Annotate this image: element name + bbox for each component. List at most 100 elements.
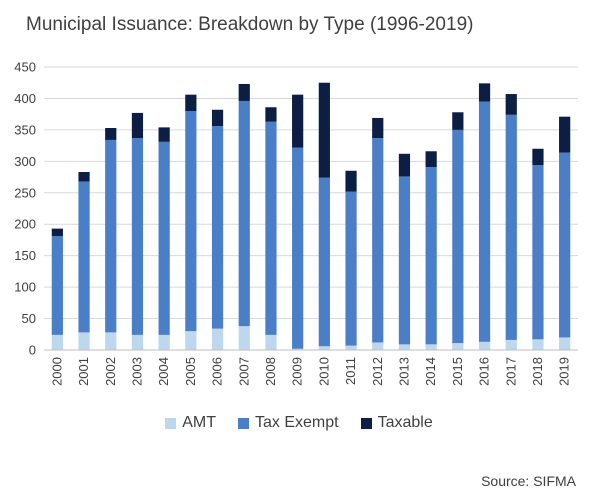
bar-segment-amt bbox=[105, 332, 117, 350]
x-tick-label: 2012 bbox=[370, 357, 385, 386]
bar-segment-taxable bbox=[292, 94, 304, 148]
bar-segment-taxable bbox=[211, 109, 224, 127]
x-tick-label: 2019 bbox=[557, 357, 572, 386]
bar-segment-taxable bbox=[51, 228, 63, 237]
bar-segment-amt bbox=[265, 334, 277, 350]
y-tick-label: 300 bbox=[14, 154, 36, 169]
bar-segment-amt bbox=[505, 339, 517, 350]
bar-segment-taxable bbox=[452, 112, 464, 130]
bar-segment-amt bbox=[425, 344, 437, 350]
bar-segment-amt bbox=[452, 343, 464, 350]
bar-segment-amt bbox=[478, 341, 491, 350]
bar-segment-tax-exempt bbox=[372, 138, 384, 343]
x-tick-label: 2003 bbox=[129, 357, 144, 386]
bar-segment-taxable bbox=[185, 94, 197, 112]
gridlines bbox=[44, 66, 578, 320]
bar-segment-tax-exempt bbox=[505, 114, 517, 340]
bar-segment-taxable bbox=[398, 153, 411, 177]
x-tick-label: 2017 bbox=[503, 357, 518, 386]
x-tick-label: 2009 bbox=[290, 357, 305, 386]
bar-segment-tax-exempt bbox=[345, 191, 357, 346]
bar-segment-tax-exempt bbox=[318, 177, 330, 347]
y-tick-label: 450 bbox=[14, 60, 36, 75]
legend: AMT Tax Exempt Taxable bbox=[0, 414, 598, 432]
x-tick-label: 2010 bbox=[316, 357, 331, 386]
x-tick-label: 2016 bbox=[477, 357, 492, 386]
bar-segment-tax-exempt bbox=[185, 111, 197, 332]
bar-segment-taxable bbox=[345, 170, 357, 192]
y-tick-label: 350 bbox=[14, 122, 36, 137]
x-tick-label: 2002 bbox=[103, 357, 118, 386]
x-tick-label: 2005 bbox=[183, 357, 198, 386]
bar-segment-tax-exempt bbox=[559, 152, 571, 338]
bar-segment-tax-exempt bbox=[425, 166, 437, 345]
x-tick-label: 2013 bbox=[396, 357, 411, 386]
y-tick-label: 0 bbox=[29, 343, 36, 358]
bar-segment-taxable bbox=[372, 117, 384, 139]
axes: 0 50 100 150 200 250 300 350 400 450 2000 2001 2002 2… bbox=[14, 60, 578, 386]
legend-item-taxable: Taxable bbox=[360, 414, 433, 432]
bar-segment-tax-exempt bbox=[265, 121, 277, 335]
bar-segment-taxable bbox=[238, 83, 250, 101]
bar-segment-taxable bbox=[505, 94, 517, 115]
bar-segment-amt bbox=[532, 339, 544, 350]
bar-segment-amt bbox=[131, 334, 144, 350]
bar-segment-taxable bbox=[265, 107, 277, 122]
legend-swatch-taxable bbox=[360, 417, 372, 429]
bar-segment-tax-exempt bbox=[158, 141, 170, 335]
bar-segment-tax-exempt bbox=[51, 236, 63, 335]
y-tick-label: 50 bbox=[22, 311, 36, 326]
bar-segment-tax-exempt bbox=[238, 100, 250, 327]
legend-item-tax-exempt: Tax Exempt bbox=[238, 414, 339, 432]
bar-segment-tax-exempt bbox=[211, 126, 224, 329]
bar-segment-taxable bbox=[532, 148, 544, 166]
x-tick-label: 2008 bbox=[263, 357, 278, 386]
bar-segment-taxable bbox=[78, 172, 90, 182]
bar-segment-taxable bbox=[131, 112, 144, 139]
bar-segment-tax-exempt bbox=[532, 165, 544, 340]
bar-segment-amt bbox=[185, 331, 197, 350]
bar-segment-tax-exempt bbox=[78, 181, 90, 333]
bar-segment-taxable bbox=[425, 151, 437, 167]
bar-segment-taxable bbox=[105, 128, 117, 140]
bar-segment-amt bbox=[238, 326, 250, 350]
bar-segment-tax-exempt bbox=[452, 129, 464, 344]
y-tick-label: 100 bbox=[14, 280, 36, 295]
legend-label-taxable: Taxable bbox=[377, 414, 433, 431]
x-tick-label: 2000 bbox=[49, 357, 64, 386]
bar-segment-tax-exempt bbox=[478, 101, 491, 342]
x-tick-label: 2004 bbox=[156, 357, 171, 386]
source-note: Source: SIFMA bbox=[481, 473, 576, 489]
bar-segment-tax-exempt bbox=[398, 176, 411, 345]
legend-swatch-amt bbox=[165, 417, 177, 429]
bar-segment-tax-exempt bbox=[292, 147, 304, 349]
bar-segment-taxable bbox=[318, 82, 330, 178]
chart-title: Municipal Issuance: Breakdown by Type (1… bbox=[26, 14, 474, 35]
bar-segment-tax-exempt bbox=[131, 138, 144, 335]
legend-swatch-tax-exempt bbox=[238, 417, 250, 429]
bar-segment-amt bbox=[51, 334, 63, 350]
bar-segment-amt bbox=[211, 328, 224, 350]
x-tick-label: 2011 bbox=[343, 357, 358, 385]
bar-segment-amt bbox=[318, 346, 330, 350]
legend-label-amt: AMT bbox=[182, 414, 217, 431]
legend-label-tax-exempt: Tax Exempt bbox=[255, 414, 339, 431]
y-tick-label: 200 bbox=[14, 217, 36, 232]
bar-segment-amt bbox=[78, 332, 90, 350]
bar-segment-amt bbox=[292, 348, 304, 350]
bar-segment-amt bbox=[345, 345, 357, 350]
x-tick-label: 2015 bbox=[450, 357, 465, 386]
bar-segment-amt bbox=[398, 344, 411, 350]
x-tick-label: 2018 bbox=[530, 357, 545, 386]
x-tick-label: 2006 bbox=[210, 357, 225, 386]
bar-segment-amt bbox=[372, 342, 384, 350]
bar-segment-taxable bbox=[559, 116, 571, 153]
bar-segment-amt bbox=[158, 334, 170, 350]
bar-segment-amt bbox=[559, 337, 571, 350]
x-tick-label: 2001 bbox=[76, 357, 91, 386]
x-tick-label: 2007 bbox=[236, 357, 251, 386]
bars bbox=[51, 82, 571, 350]
bar-segment-taxable bbox=[158, 127, 170, 142]
x-tick-label: 2014 bbox=[423, 357, 438, 386]
